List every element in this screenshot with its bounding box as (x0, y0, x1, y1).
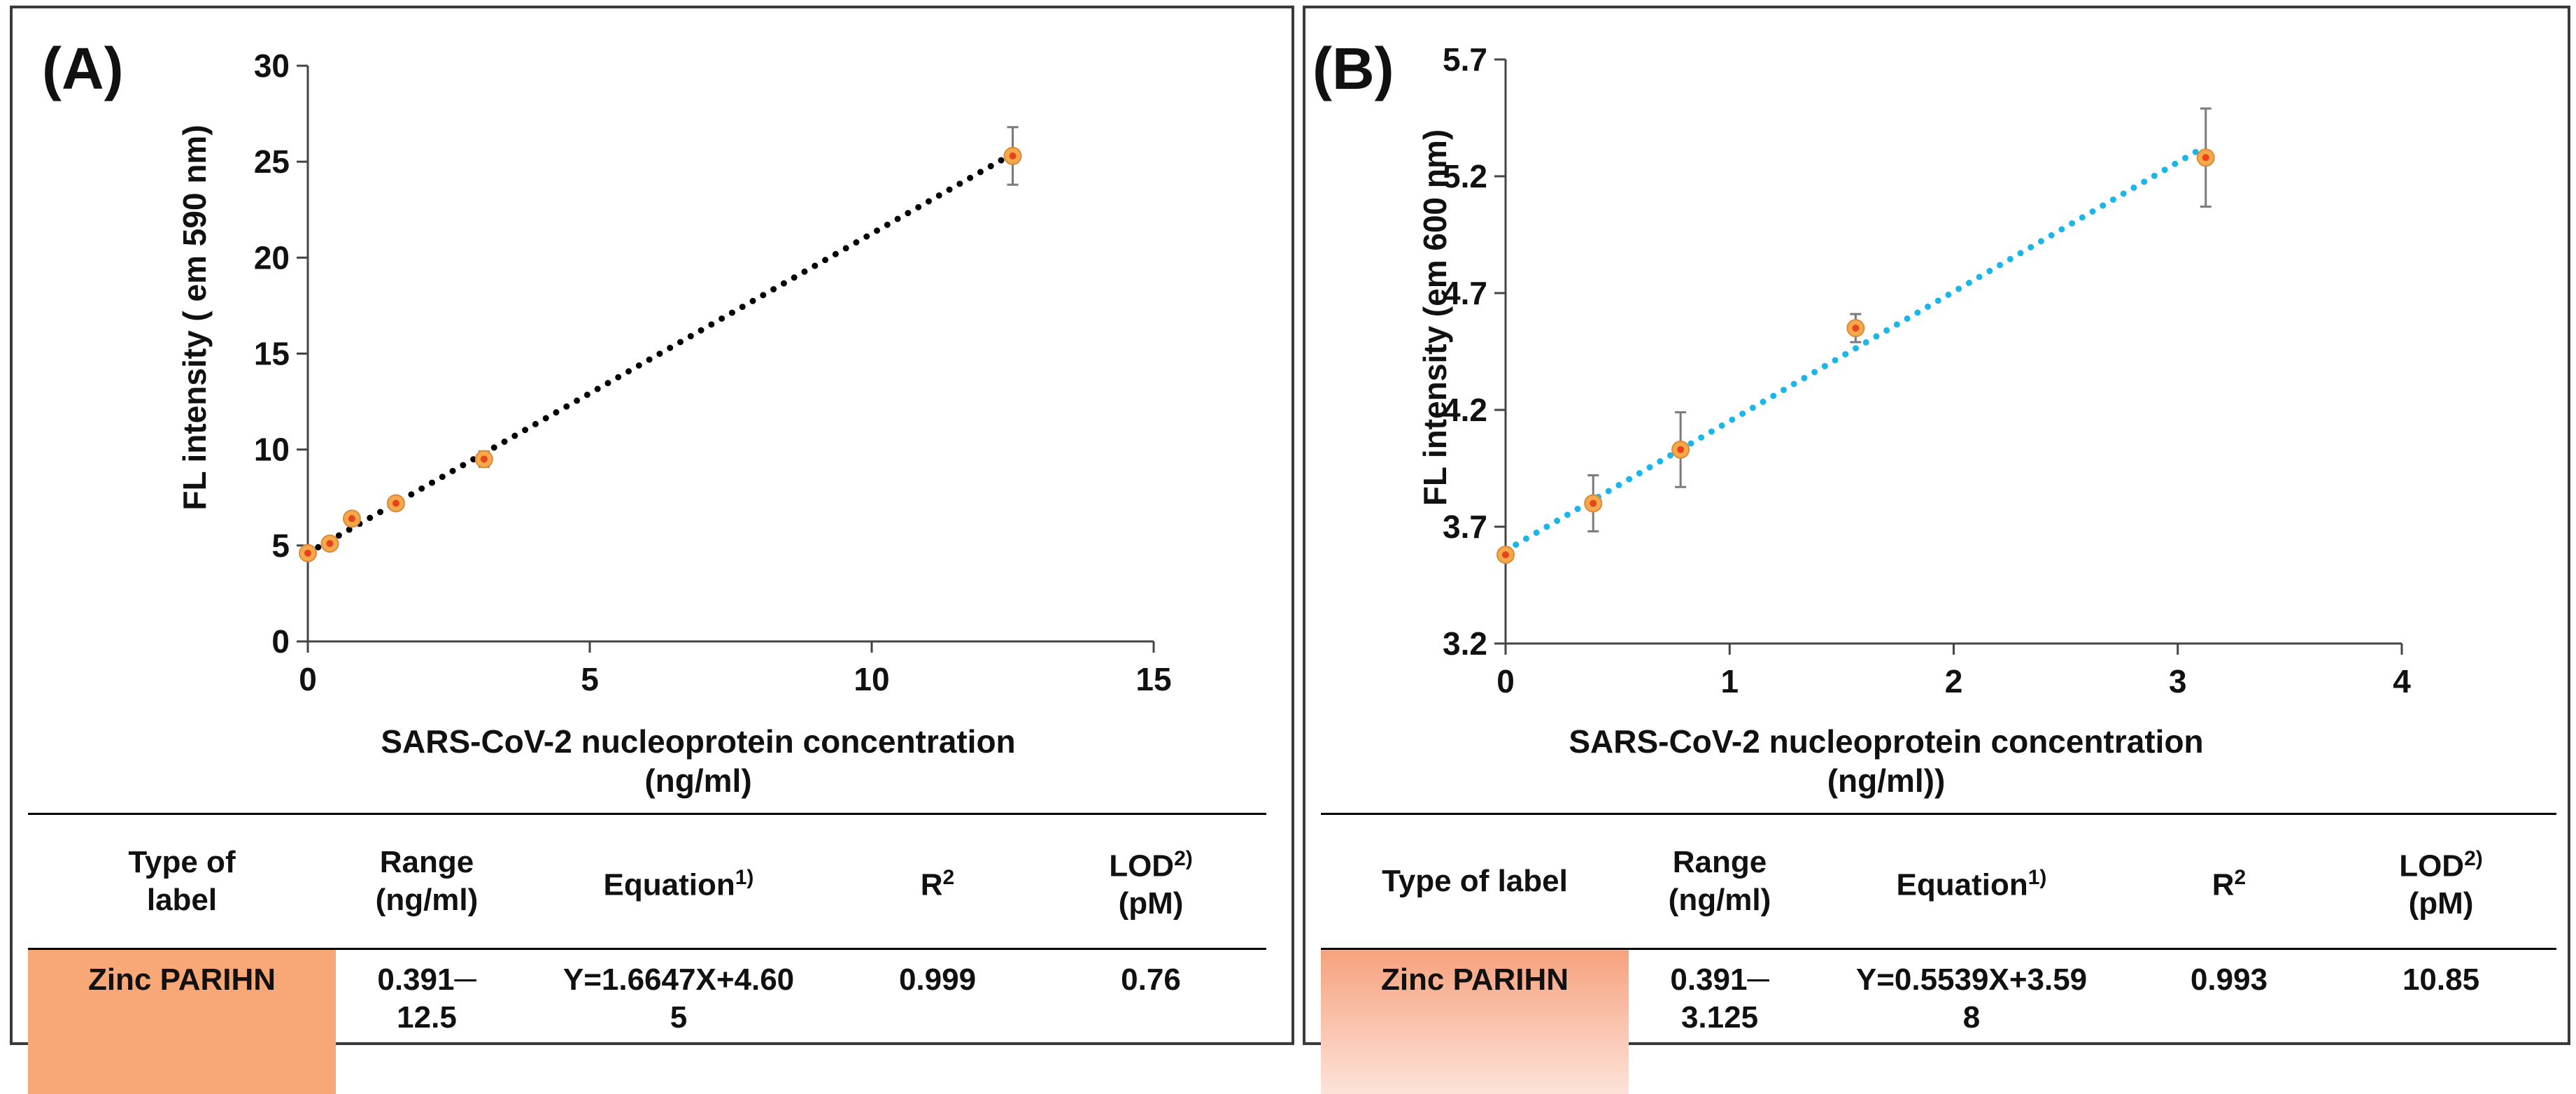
table-b-header-row: Type of label Range (ng/ml) Equation1) R… (1321, 814, 2556, 949)
table-a-row: Zinc PARIHN 0.391─ 12.5 Y=1.6647X+4.60 5… (28, 949, 1266, 1094)
chart-a-data-point-center (348, 515, 355, 522)
table-b-header-r2: R2 (2132, 814, 2326, 949)
table-a-cell-range: 0.391─ 12.5 (336, 949, 518, 1094)
table-b-cell-lod: 10.85 (2326, 949, 2556, 1094)
chart-b-data-point-center (2202, 154, 2209, 161)
chart-a-xtick-label: 10 (854, 661, 889, 697)
table-b-cell-equation: Y=0.5539X+3.59 8 (1811, 949, 2132, 1094)
chart-a-xtick-label: 15 (1135, 661, 1171, 697)
table-a-header-r2: R2 (840, 814, 1035, 949)
table-a-header-equation: Equation1) (518, 814, 840, 949)
chart-b-data-point-center (1852, 325, 1859, 332)
chart-a-ytick-label: 20 (254, 239, 290, 276)
table-a-cell-lod: 0.76 (1035, 949, 1266, 1094)
table-b-header-equation: Equation1) (1811, 814, 2132, 949)
chart-a-xlabel-line2: (ng/ml) (243, 761, 1153, 800)
table-b: Type of label Range (ng/ml) Equation1) R… (1321, 813, 2556, 1094)
chart-b-data-point-center (1590, 500, 1597, 507)
chart-a-data-point-center (392, 499, 399, 506)
chart-a-xtick-label: 0 (299, 661, 317, 697)
chart-b-xlabel-line2: (ng/ml)) (1431, 761, 2341, 800)
chart-a-fit-line (308, 154, 1013, 553)
chart-a-xtick-label: 5 (581, 661, 599, 697)
chart-b-xlabel: SARS-CoV-2 nucleoprotein concentration (… (1431, 722, 2341, 800)
chart-b-ytick-label: 5.7 (1443, 41, 1487, 78)
chart-b-data-point-center (1502, 551, 1509, 558)
chart-b-xlabel-line1: SARS-CoV-2 nucleoprotein concentration (1431, 722, 2341, 761)
table-a-header-row: Type of label Range (ng/ml) Equation1) R… (28, 814, 1266, 949)
table-a-header-type: Type of label (28, 814, 336, 949)
chart-b-ytick-label: 3.7 (1443, 509, 1487, 545)
chart-a-ylabel: FL intensity ( em 590 nm) (176, 122, 213, 513)
table-a-header-range: Range (ng/ml) (336, 814, 518, 949)
table-b-row: Zinc PARIHN 0.391─ 3.125 Y=0.5539X+3.59 … (1321, 949, 2556, 1094)
chart-b-xtick-label: 4 (2393, 663, 2411, 699)
chart-a-data-point-center (1010, 152, 1017, 159)
chart-a-data-point-center (304, 550, 311, 557)
table-b-header-type: Type of label (1321, 814, 1629, 949)
chart-b-data-point-center (1677, 446, 1684, 453)
table-b-header-lod: LOD2) (pM) (2326, 814, 2556, 949)
chart-b-xtick-label: 3 (2169, 663, 2187, 699)
chart-a-xlabel: SARS-CoV-2 nucleoprotein concentration (… (243, 722, 1153, 800)
chart-b-ylabel: FL intensity (em 600 nm) (1416, 122, 1454, 513)
chart-a-data-point-center (481, 455, 488, 462)
table-a: Type of label Range (ng/ml) Equation1) R… (28, 813, 1266, 1094)
chart-a-ytick-label: 5 (271, 527, 290, 564)
table-a-cell-r2: 0.999 (840, 949, 1035, 1094)
table-a-cell-equation: Y=1.6647X+4.60 5 (518, 949, 840, 1094)
chart-b-ytick-label: 3.2 (1443, 625, 1487, 662)
chart-a-ytick-label: 30 (254, 48, 290, 84)
chart-b-xtick-label: 1 (1720, 663, 1739, 699)
table-a-header-lod: LOD2) (pM) (1035, 814, 1266, 949)
table-b-header-range: Range (ng/ml) (1629, 814, 1811, 949)
chart-a-ytick-label: 25 (254, 143, 290, 180)
chart-a-ytick-label: 15 (254, 336, 290, 372)
chart-a-xlabel-line1: SARS-CoV-2 nucleoprotein concentration (243, 722, 1153, 761)
table-b-cell-r2: 0.993 (2132, 949, 2326, 1094)
chart-b-fit-line (1506, 146, 2206, 550)
chart-b-xtick-label: 0 (1496, 663, 1515, 699)
chart-a-ytick-label: 0 (271, 623, 290, 660)
chart-b-xtick-label: 2 (1945, 663, 1963, 699)
table-a-cell-label: Zinc PARIHN (28, 949, 336, 1094)
chart-a-data-point-center (327, 540, 334, 547)
table-b-cell-label: Zinc PARIHN (1321, 949, 1629, 1094)
table-b-cell-range: 0.391─ 3.125 (1629, 949, 1811, 1094)
chart-a-ytick-label: 10 (254, 432, 290, 468)
